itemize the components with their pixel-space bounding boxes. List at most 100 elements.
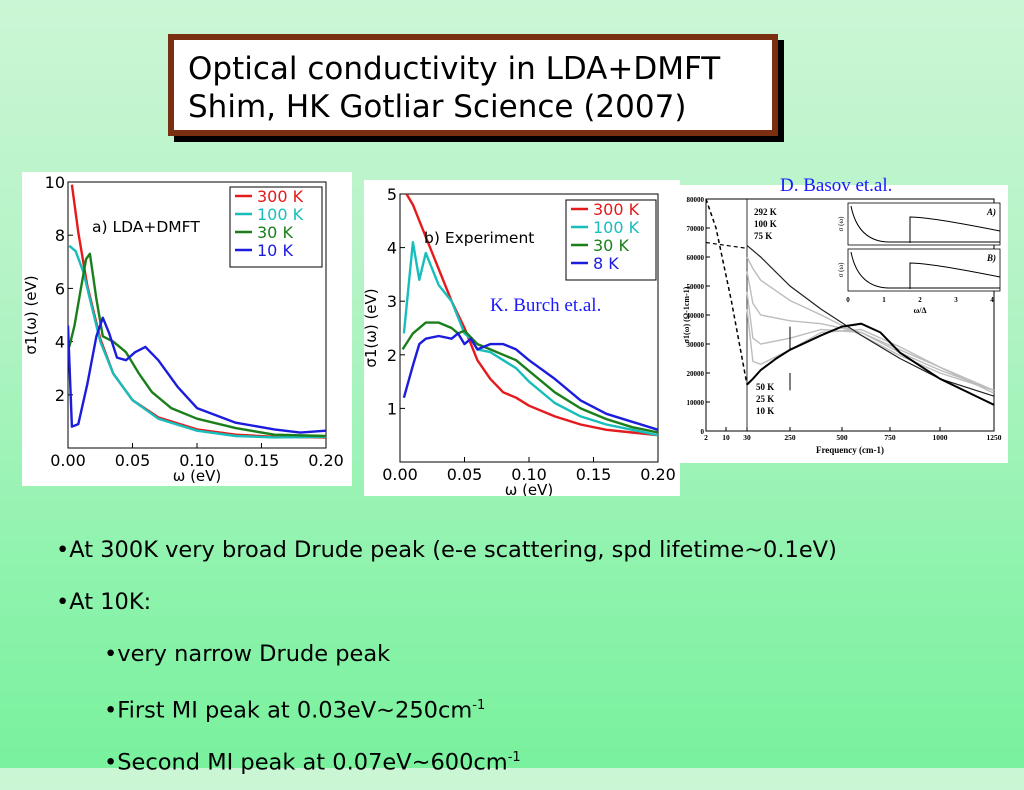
bullet-text: •very narrow Drude peak	[104, 641, 391, 667]
x-tick-label: 0.15	[576, 465, 612, 484]
x-tick-label: 750	[884, 433, 896, 442]
bullet-text: •At 10K:	[56, 589, 152, 615]
grey-curve	[746, 271, 995, 392]
y-tick-label: 10	[45, 173, 65, 192]
temp-label-lower: 10 K	[756, 406, 774, 416]
y-tick-label: 4	[387, 239, 397, 258]
chart-panel-c: 0 10000 20000 30000 40000 50000 60000 70000 8000…	[676, 185, 1008, 463]
y-tick-label: 70000	[687, 225, 705, 233]
inset-frame	[847, 202, 1001, 246]
bullet-text: •First MI peak at 0.03eV~250cm	[104, 697, 473, 724]
x-tick-label: 0.00	[50, 451, 86, 470]
legend-label: 8 K	[593, 254, 619, 273]
title-frame: Optical conductivity in LDA+DMFT Shim, H…	[168, 34, 778, 136]
inset-curve	[909, 216, 1001, 243]
x-tick-label: 1000	[933, 433, 948, 442]
chart-panel-b: 0.00 0.05 0.10 0.15 0.20 1 2 3 4 5 ω (eV) σ1(ω) (eV…	[364, 180, 680, 496]
bullet-item: •At 300K very broad Drude peak (e-e scat…	[56, 530, 837, 582]
y-axis-label: σ1(ω) (eV)	[22, 275, 40, 354]
y-tick-label: 50000	[687, 283, 705, 291]
bullet-superscript: -1	[507, 750, 521, 765]
y-tick-label: 30000	[687, 341, 705, 349]
credit-burch: K. Burch et.al.	[490, 295, 602, 317]
legend-label: 100 K	[593, 218, 640, 237]
inset-x-tick: 3	[954, 296, 958, 304]
legend-label: 30 K	[593, 236, 629, 255]
y-axis-label: σ1(ω) (eV)	[364, 288, 380, 367]
inset-curve	[850, 205, 1000, 243]
panel-label: a) LDA+DMFT	[92, 218, 200, 236]
x-tick-label: 0.20	[308, 451, 344, 470]
y-tick-label: 2	[387, 346, 397, 365]
slide-title-line1: Optical conductivity in LDA+DMFT	[188, 51, 721, 87]
y-tick-label: 10000	[687, 399, 705, 407]
y-tick-label: 0	[701, 428, 705, 436]
title-inner: Optical conductivity in LDA+DMFT Shim, H…	[174, 40, 772, 130]
x-tick-label: 0.15	[244, 451, 280, 470]
series-line-30-K	[401, 321, 658, 434]
temp-label-upper: 292 K	[754, 207, 777, 217]
x-axis-label: ω (eV)	[505, 481, 554, 496]
series-line-300-K	[405, 194, 658, 437]
x-tick-label: 500	[836, 433, 848, 442]
x-tick-label: 1250	[987, 433, 1002, 442]
grey-curve	[746, 256, 995, 392]
legend-box	[229, 186, 323, 268]
x-tick-label: 0.10	[179, 451, 215, 470]
legend-label: 300 K	[257, 187, 304, 206]
bullet-text: •At 300K very broad Drude peak (e-e scat…	[56, 537, 837, 563]
inset-x-tick: 2	[918, 296, 922, 304]
chart-panel-a: 0.00 0.05 0.10 0.15 0.20 2 4 6 8 10 ω (eV) σ1(ω) (e…	[22, 172, 352, 486]
slide-title-line2: Shim, HK Gotliar Science (2007)	[188, 89, 687, 125]
bullet-text: •Second MI peak at 0.07eV~600cm	[104, 749, 508, 776]
x-axis-label: ω (eV)	[173, 467, 222, 485]
y-axis-label: σ1(ω) (Ω-1cm-1)	[682, 286, 691, 343]
series-line-8-K	[402, 332, 658, 431]
inset-x-tick: 4	[990, 296, 994, 304]
legend-label: 300 K	[593, 200, 640, 219]
y-tick-label: 8	[55, 226, 65, 245]
x-tick-label: 30	[743, 433, 751, 442]
y-tick-label: 60000	[687, 254, 705, 262]
inset-y-label: σ (ω)	[837, 262, 845, 277]
temp-label-upper: 75 K	[754, 231, 772, 241]
inset-curve	[850, 251, 1000, 289]
y-tick-label: 1	[387, 399, 397, 418]
dashed-curve	[705, 198, 748, 385]
y-tick-label: 5	[387, 185, 397, 204]
x-tick-label: 0.05	[447, 465, 483, 484]
credit-basov: D. Basov et.al.	[780, 175, 893, 196]
inset-y-label: σ (ω)	[837, 216, 845, 231]
bullet-item: •Second MI peak at 0.07eV~600cm-1	[56, 738, 837, 790]
series-line-100-K	[402, 241, 658, 437]
y-tick-label: 2	[55, 386, 65, 405]
bullet-list: •At 300K very broad Drude peak (e-e scat…	[56, 530, 837, 790]
temp-label-lower: 25 K	[756, 394, 774, 404]
legend-box	[565, 199, 657, 281]
inset-frame	[847, 248, 1001, 292]
grey-curve	[746, 291, 995, 392]
bullet-superscript: -1	[472, 698, 486, 713]
legend-label: 30 K	[257, 223, 293, 242]
inset-label: A)	[986, 207, 996, 217]
bullet-item: •First MI peak at 0.03eV~250cm-1	[56, 686, 837, 738]
series-line-10-K	[68, 316, 326, 434]
series-line-100-K	[68, 244, 326, 439]
series-line-30-K	[68, 252, 326, 438]
y-tick-label: 6	[55, 279, 65, 298]
inset-curve	[909, 262, 1001, 289]
x-tick-label: 0.20	[640, 465, 676, 484]
grey-curve	[746, 309, 995, 394]
bullet-item: •At 10K:	[56, 582, 837, 634]
inset-label: B)	[986, 253, 996, 263]
series-line-10-K	[746, 322, 995, 406]
x-tick-label: 0.10	[511, 465, 547, 484]
chart-c-svg: 0100002000030000400005000060000700008000…	[682, 196, 1002, 455]
legend-label: 100 K	[257, 205, 304, 224]
panel-label: b) Experiment	[424, 229, 534, 247]
x-axis-label: Frequency (cm-1)	[816, 445, 884, 455]
x-tick-label: 2	[704, 433, 708, 442]
y-tick-label: 20000	[687, 370, 705, 378]
dashed-curve	[705, 241, 748, 249]
y-tick-label: 80000	[687, 196, 705, 204]
